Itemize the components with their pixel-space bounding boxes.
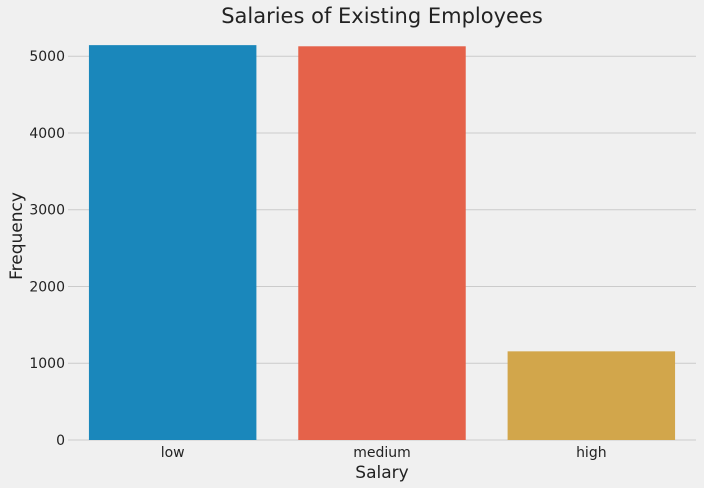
x-tick-label-low: low — [161, 445, 185, 461]
y-tick-label: 4000 — [29, 126, 65, 142]
y-tick-label: 2000 — [29, 279, 65, 295]
bar-high — [507, 351, 676, 440]
y-axis-label: Frequency — [7, 192, 27, 280]
y-tick-labels: 0 1000 2000 3000 4000 5000 — [29, 49, 65, 449]
x-tick-label-high: high — [576, 445, 607, 461]
bar-low — [88, 45, 257, 441]
y-tick-label: 1000 — [29, 356, 65, 372]
x-axis-label: Salary — [355, 463, 408, 483]
x-tick-label-medium: medium — [353, 445, 411, 461]
y-tick-label: 5000 — [29, 49, 65, 65]
chart-title: Salaries of Existing Employees — [221, 4, 543, 28]
x-tick-labels: low medium high — [161, 445, 607, 461]
y-tick-label: 0 — [56, 433, 65, 449]
bars — [88, 45, 676, 441]
y-tick-label: 3000 — [29, 203, 65, 219]
bar-medium — [298, 46, 466, 441]
